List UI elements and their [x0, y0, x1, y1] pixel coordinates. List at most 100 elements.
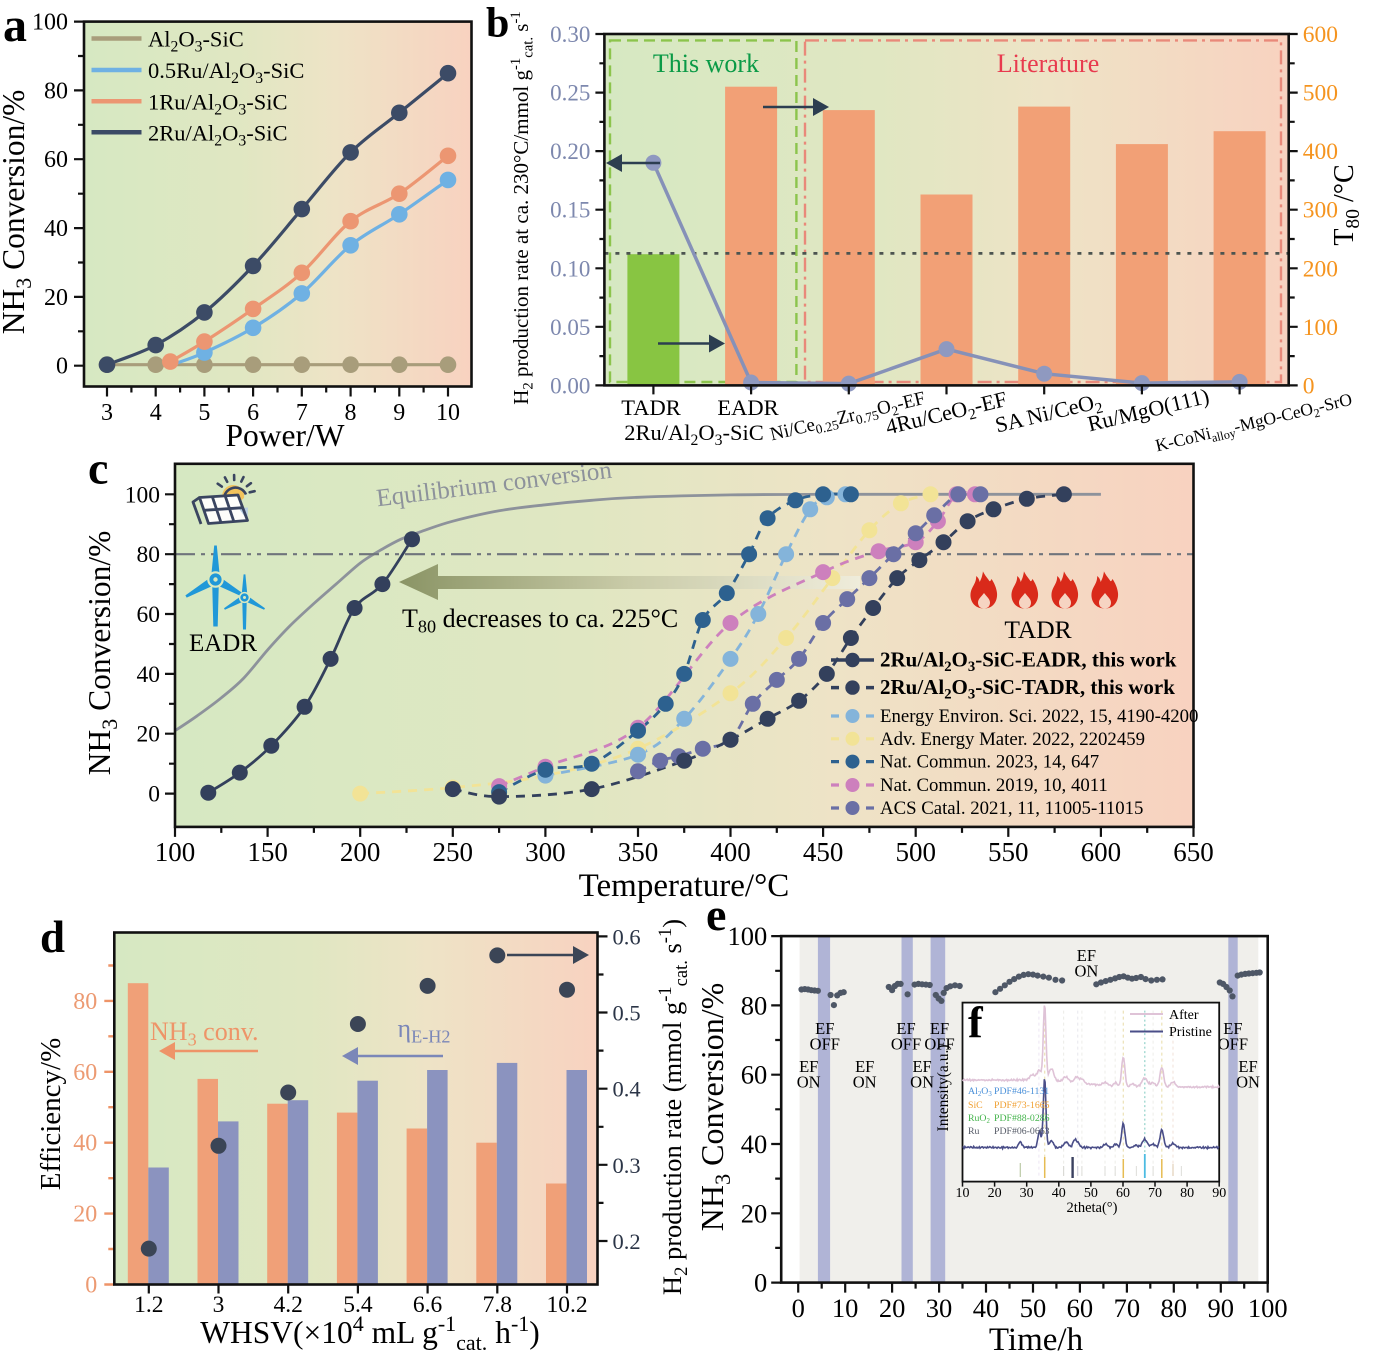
svg-text:10: 10 [832, 1293, 859, 1323]
svg-text:4.2: 4.2 [274, 1292, 303, 1318]
svg-text:EADR: EADR [189, 630, 257, 657]
svg-text:Al2O3: Al2O3 [968, 1086, 992, 1098]
svg-text:ON: ON [853, 1073, 877, 1092]
svg-text:10: 10 [436, 400, 460, 426]
svg-text:Temperature/°C: Temperature/°C [579, 868, 790, 904]
svg-text:PDF#06-0663: PDF#06-0663 [994, 1126, 1050, 1137]
svg-text:a: a [3, 0, 27, 52]
svg-text:2theta(°): 2theta(°) [1067, 1200, 1118, 1216]
svg-text:NH3 Conversion/%: NH3 Conversion/% [0, 90, 36, 335]
svg-text:600: 600 [1303, 22, 1338, 48]
svg-text:40: 40 [137, 662, 161, 688]
svg-text:d: d [40, 912, 65, 962]
svg-text:0: 0 [754, 1268, 767, 1298]
svg-text:Power/W: Power/W [226, 418, 345, 453]
svg-text:3: 3 [101, 400, 113, 426]
svg-text:300: 300 [1303, 198, 1338, 224]
svg-text:400: 400 [1303, 139, 1338, 165]
svg-text:H2 production rate at ca. 230°: H2 production rate at ca. 230°C/mmol g-1… [508, 11, 537, 405]
svg-text:OFF: OFF [1218, 1035, 1248, 1054]
svg-text:PDF#73-1665: PDF#73-1665 [994, 1100, 1050, 1111]
svg-text:EF: EF [912, 1057, 931, 1076]
svg-text:T80 /°C: T80 /°C [1329, 164, 1364, 245]
svg-text:60: 60 [1116, 1186, 1130, 1201]
svg-text:2Ru/Al2O3-SiC: 2Ru/Al2O3-SiC [624, 420, 763, 449]
svg-text:0.5Ru/Al2O3-SiC: 0.5Ru/Al2O3-SiC [148, 58, 304, 87]
svg-text:Efficiency/%: Efficiency/% [35, 1038, 67, 1190]
svg-text:400: 400 [710, 837, 751, 867]
svg-text:3: 3 [213, 1292, 225, 1318]
svg-text:60: 60 [44, 147, 68, 173]
svg-text:50: 50 [1084, 1186, 1098, 1201]
svg-text:H2 production rate (mmol g-1ca: H2 production rate (mmol g-1cat. s-1) [656, 919, 692, 1295]
svg-text:30: 30 [926, 1293, 953, 1323]
svg-text:200: 200 [340, 837, 381, 867]
svg-text:EF: EF [855, 1057, 874, 1076]
svg-text:40: 40 [1052, 1186, 1066, 1201]
svg-text:PDF#88-0286: PDF#88-0286 [994, 1113, 1050, 1124]
svg-text:Pristine: Pristine [1169, 1025, 1212, 1040]
svg-text:550: 550 [988, 837, 1029, 867]
svg-text:90: 90 [1208, 1293, 1235, 1323]
svg-text:EF: EF [1238, 1057, 1257, 1076]
svg-text:EF: EF [799, 1057, 818, 1076]
svg-text:0.30: 0.30 [550, 22, 590, 47]
svg-text:100: 100 [155, 837, 196, 867]
svg-text:450: 450 [803, 837, 844, 867]
svg-text:ON: ON [797, 1073, 821, 1092]
svg-text:6.6: 6.6 [413, 1292, 443, 1318]
svg-text:7.8: 7.8 [483, 1292, 512, 1318]
svg-text:EF: EF [1223, 1019, 1242, 1038]
svg-text:EF: EF [896, 1019, 915, 1038]
svg-text:0.2: 0.2 [613, 1229, 641, 1254]
svg-text:Energy Environ. Sci. 2022, 15,: Energy Environ. Sci. 2022, 15, 4190-4200 [880, 706, 1198, 727]
svg-text:EF: EF [930, 1019, 949, 1038]
svg-text:Time/h: Time/h [989, 1322, 1084, 1358]
svg-text:9: 9 [393, 400, 405, 426]
svg-text:0.5: 0.5 [613, 1001, 641, 1026]
svg-text:20: 20 [879, 1293, 906, 1323]
svg-text:OFF: OFF [810, 1035, 840, 1054]
svg-text:40: 40 [44, 216, 68, 242]
svg-text:0: 0 [56, 354, 68, 380]
svg-text:20: 20 [44, 285, 68, 311]
svg-text:20: 20 [741, 1198, 768, 1228]
svg-text:OFF: OFF [924, 1035, 954, 1054]
svg-text:EADR: EADR [717, 395, 778, 420]
svg-text:ηE-H2: ηE-H2 [397, 1014, 450, 1047]
svg-text:20: 20 [73, 1202, 97, 1228]
svg-text:650: 650 [1173, 837, 1214, 867]
svg-text:0.05: 0.05 [550, 315, 590, 340]
svg-text:After: After [1169, 1008, 1199, 1023]
svg-text:Nat. Commun. 2023, 14, 647: Nat. Commun. 2023, 14, 647 [880, 752, 1099, 773]
svg-text:0: 0 [792, 1293, 805, 1323]
svg-text:70: 70 [1148, 1186, 1162, 1201]
svg-text:1.2: 1.2 [134, 1292, 163, 1318]
svg-text:0.25: 0.25 [550, 81, 590, 106]
svg-text:10: 10 [956, 1186, 970, 1201]
svg-text:TADR: TADR [1004, 615, 1071, 644]
svg-text:80: 80 [741, 990, 768, 1020]
svg-text:This work: This work [653, 49, 759, 78]
svg-text:250: 250 [433, 837, 474, 867]
svg-text:Al2O3-SiC: Al2O3-SiC [148, 27, 244, 56]
svg-text:4: 4 [150, 400, 162, 426]
svg-text:40: 40 [973, 1293, 1000, 1323]
svg-text:500: 500 [1303, 81, 1338, 107]
svg-text:b: b [486, 1, 509, 47]
svg-text:c: c [88, 443, 108, 494]
svg-text:10.2: 10.2 [546, 1292, 587, 1318]
svg-text:2Ru/Al2O3-SiC-TADR, this work: 2Ru/Al2O3-SiC-TADR, this work [880, 675, 1175, 703]
svg-text:0.6: 0.6 [613, 924, 641, 949]
svg-text:5.4: 5.4 [343, 1292, 373, 1318]
svg-text:40: 40 [741, 1129, 768, 1159]
svg-text:Ru: Ru [968, 1126, 980, 1137]
svg-text:EF: EF [1077, 946, 1096, 965]
svg-text:7: 7 [296, 400, 308, 426]
svg-text:60: 60 [1067, 1293, 1094, 1323]
svg-text:350: 350 [618, 837, 659, 867]
svg-text:NH3 Conversion/%: NH3 Conversion/% [82, 531, 122, 776]
svg-text:20: 20 [988, 1186, 1002, 1201]
svg-text:100: 100 [1303, 315, 1338, 341]
svg-text:Adv. Energy Mater. 2022, 22024: Adv. Energy Mater. 2022, 2202459 [880, 729, 1145, 750]
